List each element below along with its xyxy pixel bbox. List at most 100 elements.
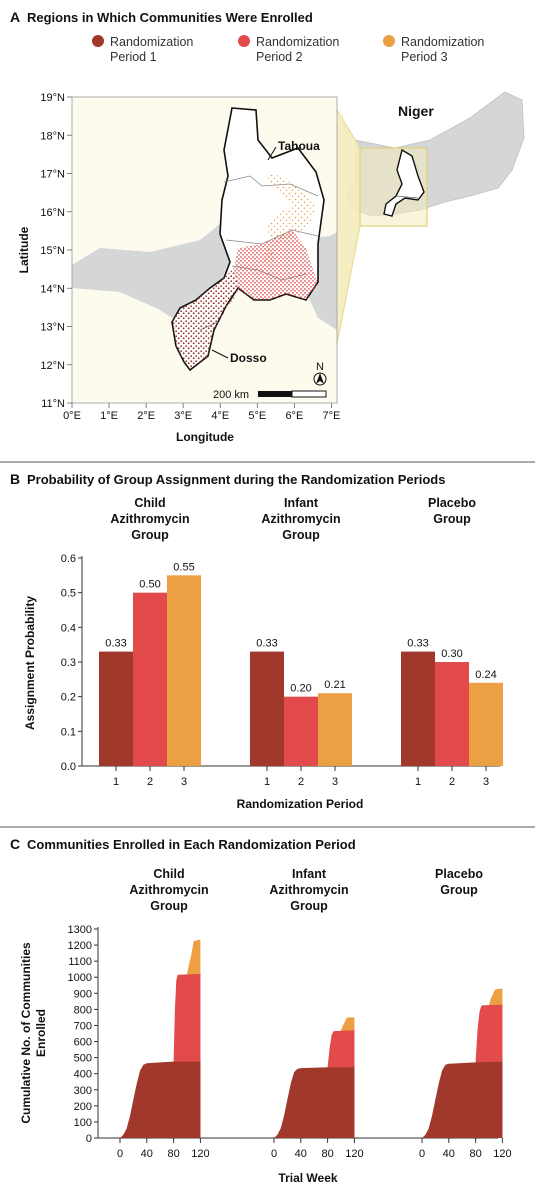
group-label: Group — [290, 899, 328, 913]
bar — [284, 696, 318, 766]
panel-b-x-axis-label: Randomization Period — [237, 797, 364, 811]
area-period-1 — [274, 1067, 355, 1138]
y-tick-label: 1300 — [68, 924, 92, 936]
x-tick-label: 80 — [167, 1148, 179, 1160]
y-tick-label: 0.3 — [61, 657, 76, 669]
map-x-ticks: 0°E 1°E 2°E 3°E 4°E 5°E 6°E 7°E — [63, 403, 340, 422]
x-tick-label: 1 — [415, 776, 421, 788]
y-tick-label: 300 — [74, 1085, 92, 1097]
x-tick-label: 40 — [141, 1148, 153, 1160]
map-x-tick-label: 0°E — [63, 410, 81, 422]
y-tick-label: 0.0 — [61, 761, 76, 773]
scale-label: 200 km — [213, 389, 249, 401]
group-label: Group — [433, 512, 471, 526]
bar-value-label: 0.24 — [475, 669, 496, 681]
panel-b: B Probability of Group Assignment during… — [10, 471, 503, 811]
area-period-1 — [422, 1061, 503, 1138]
map-x-tick-label: 5°E — [248, 410, 266, 422]
panel-c-group-labels: Child Azithromycin Group Infant Azithromycin… — [129, 867, 483, 913]
bar — [435, 662, 469, 766]
communities-period-2 — [234, 230, 318, 300]
map-y-tick-label: 18°N — [40, 130, 65, 142]
bar-value-label: 0.20 — [290, 683, 311, 695]
group-label: Group — [131, 528, 169, 542]
panel-c-y-axis-label-line-1: Cumulative No. of Communities — [19, 942, 33, 1124]
y-tick-label: 800 — [74, 1004, 92, 1016]
map-content — [72, 107, 337, 372]
y-tick-label: 1100 — [68, 956, 92, 968]
map-y-tick-label: 15°N — [40, 245, 65, 257]
area-period-1 — [120, 1061, 201, 1138]
map-y-tick-label: 19°N — [40, 92, 65, 104]
y-tick-label: 700 — [74, 1020, 92, 1032]
y-tick-label: 100 — [74, 1117, 92, 1129]
x-tick-label: 1 — [264, 776, 270, 788]
y-tick-label: 0.1 — [61, 726, 76, 738]
panel-c-y-axis-label-line-2: Enrolled — [34, 1009, 48, 1057]
group-label: Azithromycin — [110, 512, 189, 526]
x-tick-label: 1 — [113, 776, 119, 788]
assignment-probability-chart: 0.0 0.1 0.2 0.3 0.4 0.5 0.6 0.33 1 0.50 2 0.55 3 0.33… — [61, 553, 503, 788]
bar — [318, 693, 352, 766]
x-tick-label: 0 — [419, 1148, 425, 1160]
group-label: Group — [282, 528, 320, 542]
y-tick-label: 0.2 — [61, 692, 76, 704]
y-tick-label: 0.5 — [61, 588, 76, 600]
legend-label-period-3-line-2: Period 3 — [401, 50, 448, 64]
legend-label-period-1-line-1: Randomization — [110, 35, 193, 49]
bar — [250, 651, 284, 766]
x-tick-label: 2 — [147, 776, 153, 788]
x-tick-label: 2 — [449, 776, 455, 788]
inset-study-outline — [383, 148, 425, 217]
x-tick-label: 3 — [332, 776, 338, 788]
group-label: Placebo — [435, 867, 483, 881]
bar-value-label: 0.50 — [139, 579, 160, 591]
map-x-tick-label: 1°E — [100, 410, 118, 422]
group-label: Group — [440, 883, 478, 897]
panel-b-title: Probability of Group Assignment during t… — [27, 472, 445, 487]
legend-label-period-2-line-2: Period 2 — [256, 50, 303, 64]
map-y-axis-label: Latitude — [17, 226, 31, 273]
y-tick-label: 900 — [74, 988, 92, 1000]
panel-c-letter: C — [10, 836, 20, 852]
bar-value-label: 0.55 — [173, 561, 194, 573]
panel-a-letter: A — [10, 9, 20, 25]
niger-label: Niger — [398, 103, 434, 119]
x-tick-label: 0 — [271, 1148, 277, 1160]
panel-b-letter: B — [10, 471, 20, 487]
map-x-tick-label: 3°E — [174, 410, 192, 422]
group-label: Azithromycin — [129, 883, 208, 897]
x-tick-label: 40 — [443, 1148, 455, 1160]
map-x-tick-label: 6°E — [285, 410, 303, 422]
map-x-tick-label: 4°E — [211, 410, 229, 422]
group-label: Child — [134, 496, 165, 510]
group-label: Child — [153, 867, 184, 881]
group-label: Azithromycin — [269, 883, 348, 897]
panel-c-x-axis-label: Trial Week — [278, 1171, 337, 1185]
north-label: N — [316, 361, 324, 373]
map-y-tick-label: 11°N — [41, 398, 65, 410]
y-tick-label: 1000 — [68, 972, 92, 984]
cumulative-enrollment-chart: 0100200300400500600700800900100011001200… — [68, 924, 512, 1160]
x-tick-label: 80 — [321, 1148, 333, 1160]
communities-period-3 — [266, 172, 316, 244]
panel-b-group-labels: Child Azithromycin Group Infant Azithromycin… — [110, 496, 476, 542]
map-y-tick-label: 17°N — [40, 169, 65, 181]
legend-label-period-1-line-2: Period 1 — [110, 50, 157, 64]
legend-label-period-3-line-1: Randomization — [401, 35, 484, 49]
map-y-tick-label: 12°N — [40, 360, 65, 372]
bar — [401, 651, 435, 766]
y-tick-label: 0.4 — [61, 622, 76, 634]
map-projection-highlight — [330, 98, 360, 380]
bar — [133, 592, 167, 766]
scale-bar — [258, 391, 292, 397]
y-tick-label: 200 — [74, 1101, 92, 1113]
panel-a: A Regions in Which Communities Were Enro… — [10, 9, 525, 444]
map-y-tick-label: 16°N — [40, 207, 65, 219]
dosso-label: Dosso — [230, 351, 267, 365]
map-legend: Randomization Period 1 Randomization Per… — [92, 35, 484, 64]
group-label: Infant — [292, 867, 327, 881]
y-tick-label: 500 — [74, 1053, 92, 1065]
x-tick-label: 120 — [345, 1148, 363, 1160]
bar-value-label: 0.33 — [256, 638, 277, 650]
